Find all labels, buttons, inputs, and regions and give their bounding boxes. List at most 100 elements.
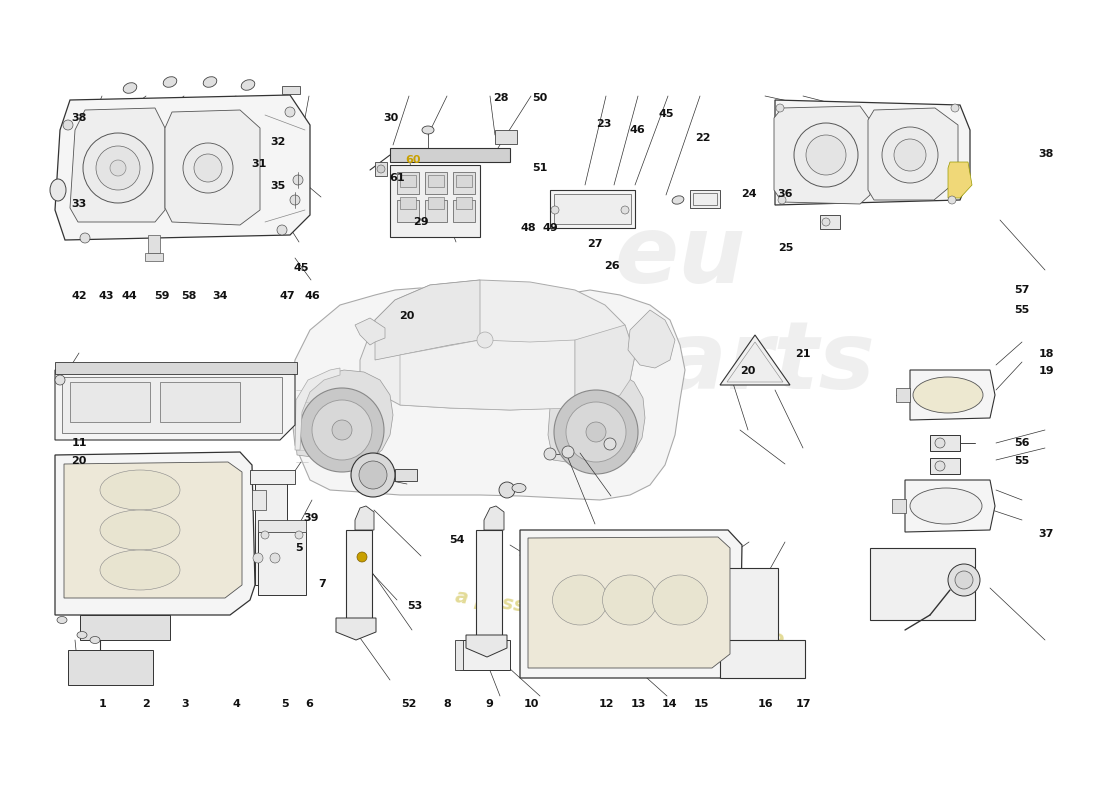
Bar <box>160 382 240 422</box>
Ellipse shape <box>204 77 217 87</box>
Bar <box>258 530 306 595</box>
Circle shape <box>794 123 858 187</box>
Bar <box>896 388 910 402</box>
Text: 14: 14 <box>662 699 678 709</box>
Polygon shape <box>868 108 958 200</box>
Text: 60: 60 <box>405 155 420 165</box>
Text: 12: 12 <box>598 699 614 709</box>
Text: 39: 39 <box>304 513 319 522</box>
Bar <box>390 165 480 237</box>
Text: 45: 45 <box>659 110 674 119</box>
Bar <box>375 162 387 176</box>
Circle shape <box>285 107 295 117</box>
Ellipse shape <box>603 575 658 625</box>
Circle shape <box>359 461 387 489</box>
Text: 37: 37 <box>1038 530 1054 539</box>
Text: 34: 34 <box>212 291 228 301</box>
Text: 23: 23 <box>596 119 612 129</box>
Circle shape <box>82 133 153 203</box>
Text: 8: 8 <box>443 699 452 709</box>
Ellipse shape <box>100 470 180 510</box>
Text: 26: 26 <box>604 261 619 270</box>
Text: 10: 10 <box>524 699 539 709</box>
Bar <box>453 172 475 194</box>
Circle shape <box>261 531 270 539</box>
Polygon shape <box>575 325 635 408</box>
Text: 7: 7 <box>318 579 327 589</box>
Bar <box>395 469 417 481</box>
Circle shape <box>358 552 367 562</box>
Polygon shape <box>910 370 996 420</box>
Text: 6: 6 <box>305 699 314 709</box>
Bar <box>400 197 416 209</box>
Text: 35: 35 <box>271 182 286 191</box>
Circle shape <box>332 420 352 440</box>
Circle shape <box>566 402 626 462</box>
Ellipse shape <box>552 575 607 625</box>
Ellipse shape <box>241 80 255 90</box>
Bar <box>282 86 300 94</box>
Text: 2: 2 <box>142 699 151 709</box>
Circle shape <box>894 139 926 171</box>
Circle shape <box>778 196 786 204</box>
Text: 21: 21 <box>795 349 811 358</box>
Circle shape <box>586 422 606 442</box>
Circle shape <box>562 446 574 458</box>
Bar <box>456 175 472 187</box>
Circle shape <box>551 206 559 214</box>
Ellipse shape <box>57 617 67 623</box>
Circle shape <box>312 400 372 460</box>
Polygon shape <box>520 530 742 678</box>
Text: 46: 46 <box>629 126 645 135</box>
Circle shape <box>544 448 556 460</box>
Circle shape <box>948 564 980 596</box>
Text: 4: 4 <box>232 699 241 709</box>
Circle shape <box>621 206 629 214</box>
Text: 20: 20 <box>740 366 756 376</box>
Ellipse shape <box>50 179 66 201</box>
Text: eu
roparts: eu roparts <box>485 210 876 409</box>
Circle shape <box>55 375 65 385</box>
Polygon shape <box>70 108 165 222</box>
Polygon shape <box>528 537 730 668</box>
Polygon shape <box>727 342 783 382</box>
Text: 22: 22 <box>695 133 711 142</box>
Text: 16: 16 <box>758 699 773 709</box>
Bar <box>495 130 517 144</box>
Circle shape <box>295 531 302 539</box>
Ellipse shape <box>90 637 100 643</box>
Circle shape <box>63 120 73 130</box>
Polygon shape <box>55 365 295 440</box>
Text: 20: 20 <box>72 456 87 466</box>
Bar <box>720 640 805 678</box>
Circle shape <box>882 127 938 183</box>
Circle shape <box>935 461 945 471</box>
Bar <box>255 475 287 585</box>
Polygon shape <box>355 318 385 345</box>
Text: 38: 38 <box>72 114 87 123</box>
Bar <box>145 253 163 261</box>
Bar <box>70 382 150 422</box>
Circle shape <box>935 438 945 448</box>
Text: 44: 44 <box>122 291 138 301</box>
Text: 53: 53 <box>407 601 422 610</box>
Text: 11: 11 <box>72 438 87 448</box>
Bar <box>80 615 170 640</box>
Ellipse shape <box>652 575 707 625</box>
Text: 32: 32 <box>271 138 286 147</box>
Text: 43: 43 <box>99 291 114 301</box>
Circle shape <box>806 135 846 175</box>
Bar <box>460 640 510 670</box>
Circle shape <box>776 104 784 112</box>
Circle shape <box>290 195 300 205</box>
Polygon shape <box>55 95 310 240</box>
Polygon shape <box>55 452 255 615</box>
Bar <box>400 175 416 187</box>
Circle shape <box>194 154 222 182</box>
Bar <box>554 194 631 224</box>
Text: 55: 55 <box>1014 456 1030 466</box>
Text: 25: 25 <box>778 243 793 253</box>
Text: 5: 5 <box>296 543 303 553</box>
Text: 27: 27 <box>587 239 603 249</box>
Text: 13: 13 <box>630 699 646 709</box>
